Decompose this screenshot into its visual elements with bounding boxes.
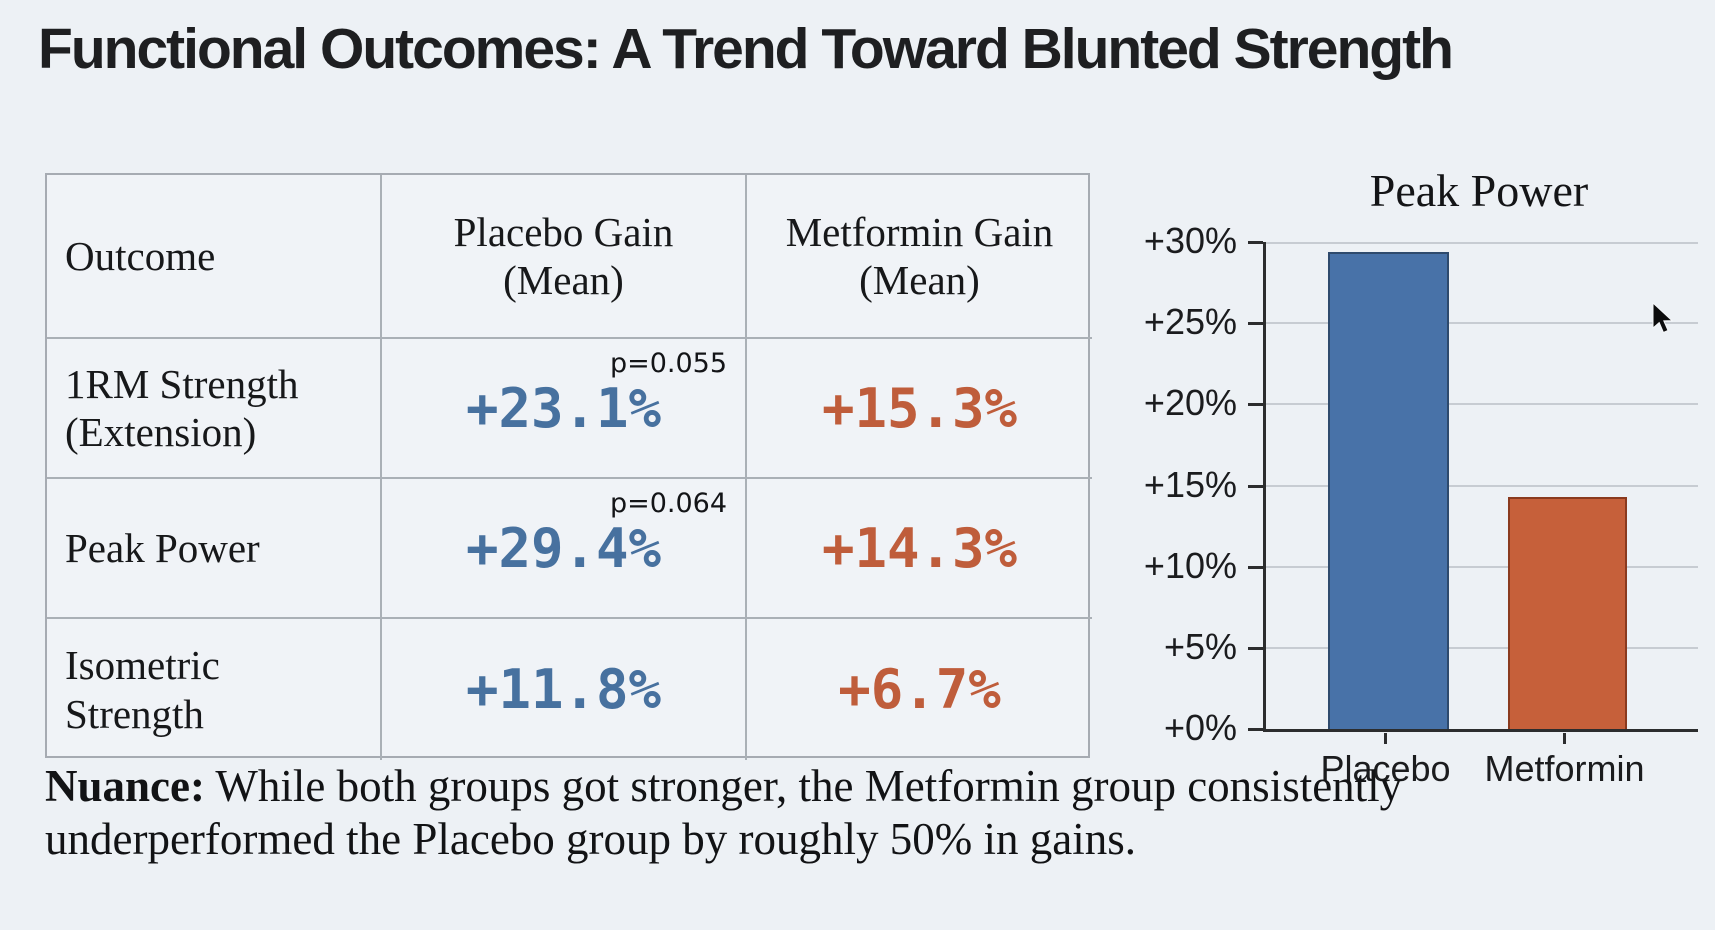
mouse-cursor-icon — [1652, 302, 1674, 334]
table-header-placebo: Placebo Gain (Mean) — [382, 175, 747, 339]
table-cell-metformin-1rm: +15.3% — [747, 339, 1092, 479]
nuance-text: While both groups got stronger, the Metf… — [45, 761, 1403, 865]
table-row-outcome-isometric: Isometric Strength — [47, 619, 382, 760]
table-cell-placebo-1rm: p=0.055 +23.1% — [382, 339, 747, 479]
y-tick-30 — [1248, 241, 1263, 244]
p-value-peak-power: p=0.064 — [609, 488, 727, 519]
table-row-outcome-peak-power: Peak Power — [47, 479, 382, 619]
outcome-1rm-line2: (Extension) — [65, 409, 257, 455]
table-cell-placebo-isometric: +11.8% — [382, 619, 747, 760]
p-value-1rm: p=0.055 — [609, 348, 727, 379]
table-header-outcome: Outcome — [47, 175, 382, 339]
outcome-isometric-line1: Isometric — [65, 642, 220, 689]
header-metformin-line2: (Mean) — [859, 257, 980, 303]
gridline-15 — [1266, 484, 1698, 487]
gridline-10 — [1266, 565, 1698, 568]
outcome-1rm-line1: 1RM Strength — [65, 360, 299, 407]
page-title: Functional Outcomes: A Trend Toward Blun… — [38, 17, 1454, 81]
metformin-gain-peak-power: +14.3% — [821, 516, 1018, 580]
y-tick-label-20: +20% — [1143, 382, 1237, 424]
y-tick-0 — [1248, 728, 1263, 731]
outcome-isometric-line2: Strength — [65, 690, 204, 737]
y-tick-10 — [1248, 565, 1263, 569]
table-cell-metformin-isometric: +6.7% — [747, 619, 1092, 760]
header-outcome-text: Outcome — [65, 232, 216, 279]
gridline-30 — [1266, 242, 1698, 244]
table-row-outcome-1rm: 1RM Strength (Extension) — [47, 339, 382, 479]
table-header-metformin: Metformin Gain (Mean) — [747, 175, 1092, 339]
placebo-gain-isometric: +11.8% — [465, 658, 662, 721]
y-tick-label-30: +30% — [1143, 220, 1237, 261]
y-tick-20 — [1248, 403, 1263, 407]
placebo-gain-peak-power: +29.4% — [465, 516, 662, 580]
y-tick-label-5: +5% — [1163, 625, 1237, 667]
bar-placebo — [1328, 252, 1449, 729]
bar-metformin — [1508, 497, 1627, 729]
y-tick-15 — [1248, 484, 1263, 488]
y-tick-label-25: +25% — [1143, 301, 1237, 343]
metformin-gain-1rm: +15.3% — [821, 376, 1018, 440]
outcome-peak-power-line1: Peak Power — [65, 524, 260, 571]
x-tick-placebo — [1384, 733, 1387, 744]
table-cell-metformin-peak-power: +14.3% — [747, 479, 1092, 619]
gridline-20 — [1266, 403, 1698, 406]
gridline-25 — [1266, 322, 1698, 325]
header-placebo-line2: (Mean) — [503, 257, 624, 303]
chart-title: Peak Power — [1369, 165, 1589, 216]
y-tick-label-15: +15% — [1143, 463, 1237, 505]
y-tick-label-0: +0% — [1163, 707, 1237, 748]
y-tick-5 — [1248, 646, 1263, 650]
x-tick-metformin — [1563, 733, 1566, 744]
gridline-5 — [1266, 646, 1698, 649]
y-tick-label-10: +10% — [1143, 544, 1237, 586]
nuance-note: Nuance: While both groups got stronger, … — [45, 760, 1535, 866]
nuance-label: Nuance: — [45, 761, 205, 811]
table-cell-placebo-peak-power: p=0.064 +29.4% — [382, 479, 747, 619]
x-label-metformin: Metformin — [1484, 748, 1645, 789]
header-metformin-line1: Metformin Gain — [785, 208, 1054, 255]
placebo-gain-1rm: +23.1% — [465, 376, 662, 440]
outcomes-table: Outcome Placebo Gain (Mean) Metformin Ga… — [45, 173, 1092, 760]
peak-power-chart: Peak Power +0% +5% +10% +15% +20% +25% +30% Pla… — [1080, 160, 1715, 810]
header-placebo-line1: Placebo Gain — [453, 208, 674, 255]
metformin-gain-isometric: +6.7% — [838, 658, 1001, 721]
y-tick-25 — [1248, 322, 1263, 326]
x-label-placebo: Placebo — [1320, 748, 1451, 789]
chart-plot-area — [1263, 242, 1698, 732]
